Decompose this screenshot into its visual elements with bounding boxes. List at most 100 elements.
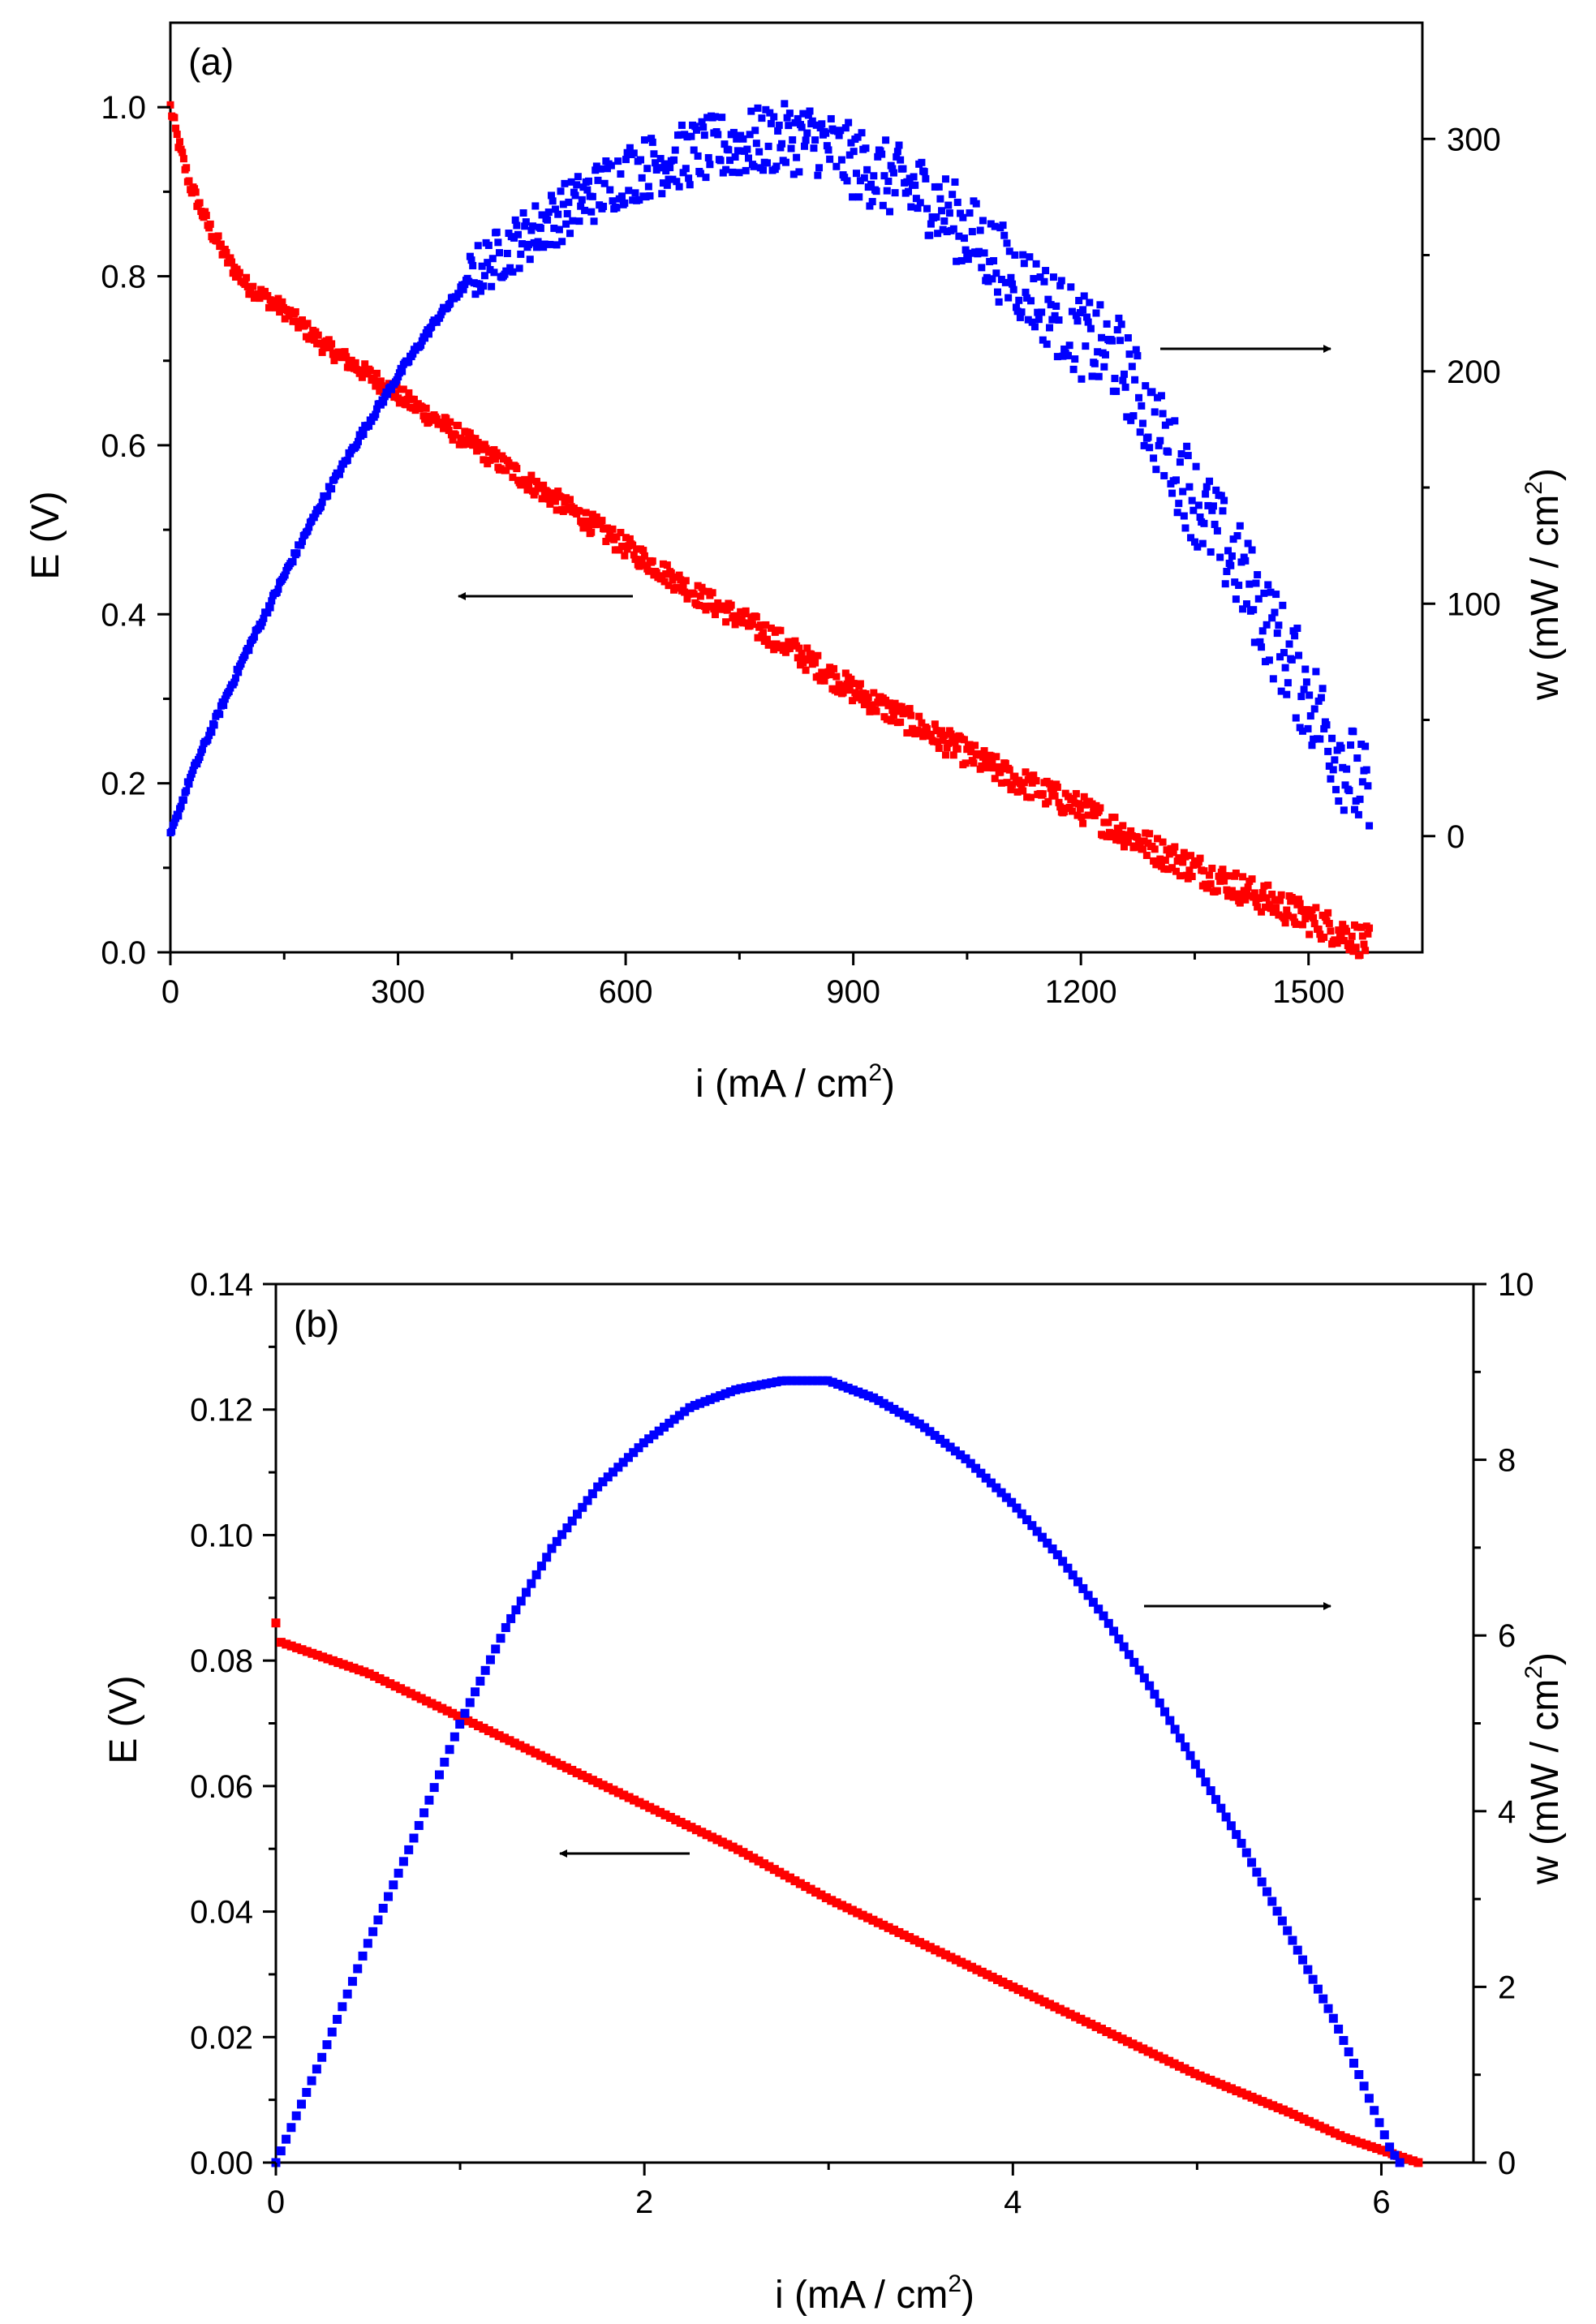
- data-point: [607, 161, 615, 170]
- data-point: [1206, 2075, 1215, 2085]
- data-point: [187, 189, 196, 197]
- data-point: [1073, 811, 1082, 819]
- data-point: [1241, 1848, 1251, 1858]
- data-point: [513, 221, 521, 230]
- data-point: [536, 1562, 546, 1571]
- data-point: [673, 178, 681, 186]
- data-point: [961, 1454, 970, 1463]
- data-point: [553, 241, 561, 249]
- data-point: [960, 234, 968, 243]
- data-point: [613, 1788, 623, 1798]
- y-axis-label-a: E (V): [24, 491, 67, 579]
- data-point: [1022, 768, 1030, 776]
- data-point: [1005, 766, 1013, 774]
- data-point: [698, 583, 706, 591]
- data-point: [781, 648, 789, 656]
- data-point: [222, 248, 230, 256]
- data-point: [515, 264, 523, 273]
- data-point: [1058, 1557, 1068, 1566]
- data-point: [669, 1415, 679, 1424]
- data-point: [1027, 793, 1035, 801]
- data-point: [1180, 2064, 1189, 2073]
- data-point: [918, 158, 926, 166]
- data-point: [699, 587, 708, 595]
- data-point: [1086, 324, 1095, 333]
- data-point: [440, 1757, 450, 1767]
- data-point: [1254, 903, 1262, 911]
- data-point: [622, 534, 630, 542]
- data-point: [557, 493, 565, 501]
- data-point: [1215, 872, 1223, 880]
- data-point: [888, 707, 897, 715]
- data-point: [615, 546, 623, 554]
- data-point: [375, 1674, 385, 1684]
- data-point: [1124, 1650, 1134, 1660]
- data-point: [341, 348, 349, 356]
- data-point: [660, 1422, 669, 1432]
- data-point: [658, 190, 666, 198]
- data-point: [484, 259, 492, 267]
- data-point: [1154, 2051, 1164, 2061]
- data-point: [983, 273, 991, 281]
- data-point: [630, 1795, 639, 1805]
- data-point: [453, 1711, 462, 1720]
- data-point: [957, 209, 965, 217]
- data-point: [559, 200, 567, 208]
- data-point: [1134, 833, 1142, 841]
- data-point: [1261, 903, 1269, 911]
- data-point: [856, 680, 864, 688]
- data-point: [1016, 313, 1024, 321]
- data-point: [1377, 2146, 1387, 2155]
- data-point: [978, 762, 986, 770]
- data-point: [864, 694, 872, 702]
- data-point: [1348, 932, 1356, 940]
- data-point: [478, 445, 486, 453]
- data-point: [525, 481, 533, 489]
- data-point: [1003, 779, 1011, 787]
- data-point: [446, 418, 454, 426]
- data-point: [264, 609, 272, 617]
- data-point: [978, 264, 986, 272]
- data-point: [705, 1394, 715, 1404]
- data-point: [1056, 281, 1065, 290]
- data-point: [1257, 1877, 1267, 1887]
- data-point: [1053, 783, 1061, 791]
- data-point: [1111, 375, 1119, 383]
- data-point: [673, 583, 681, 591]
- data-point: [920, 1423, 930, 1433]
- y2-axis-label-a: w (mW / cm2): [1521, 468, 1567, 701]
- data-point: [1019, 1987, 1029, 1997]
- data-point: [299, 316, 307, 324]
- data-point: [852, 170, 860, 178]
- data-point: [583, 186, 592, 194]
- data-point: [804, 111, 812, 119]
- data-point: [874, 1396, 884, 1406]
- data-point: [1084, 318, 1092, 326]
- data-point: [609, 197, 617, 205]
- data-point: [170, 114, 179, 122]
- data-point: [1190, 1759, 1200, 1769]
- data-point: [434, 1770, 444, 1780]
- data-point: [503, 249, 511, 257]
- data-point: [1217, 492, 1225, 500]
- data-point: [1200, 519, 1208, 527]
- data-point: [1272, 591, 1280, 599]
- data-point: [839, 689, 847, 697]
- data-point: [971, 1463, 981, 1473]
- data-point: [1216, 553, 1224, 561]
- data-point: [328, 1656, 338, 1665]
- data-point: [592, 166, 600, 174]
- data-point: [941, 1950, 951, 1960]
- data-point: [910, 1416, 919, 1426]
- data-point: [471, 435, 480, 443]
- data-point: [221, 695, 229, 703]
- x-tick-label: 900: [826, 974, 880, 1010]
- data-point: [454, 422, 462, 430]
- data-point: [1171, 843, 1179, 851]
- data-point: [1103, 1618, 1113, 1628]
- data-point: [1198, 539, 1207, 548]
- data-point: [820, 677, 828, 685]
- data-point: [927, 732, 935, 740]
- data-point: [567, 1516, 577, 1526]
- data-point: [468, 1718, 478, 1728]
